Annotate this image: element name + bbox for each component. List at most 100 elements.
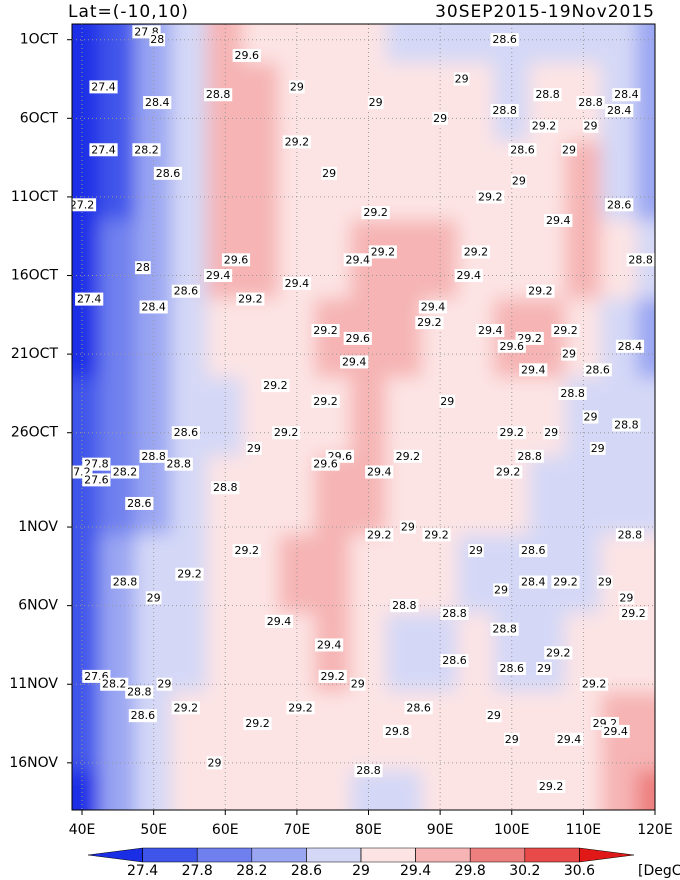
heatmap-cell [385,220,423,300]
colorbar-swatch [415,847,471,863]
colorbar-label: 29 [352,863,370,879]
contour-label-box [400,520,416,534]
contour-label-box [476,324,505,338]
contour-label-box [343,253,372,267]
contour-label: 29.2 [320,670,345,683]
contour-label: 29.8 [385,725,410,738]
heatmap-cell [564,220,602,300]
colorbar-swatch [469,847,526,863]
contour-label: 28.2 [113,466,138,479]
colorbar-swatch [251,847,307,863]
contour-label: 29.2 [238,293,263,306]
contour-label: 29.4 [367,466,392,479]
contour-label-box [343,331,372,345]
contour-label-box [128,709,158,723]
heatmap-cell [314,770,352,810]
contour-label: 28.8 [356,764,381,777]
contour-label-box [311,394,340,408]
heatmap-cell [457,770,495,810]
heatmap-cell [171,298,208,379]
heatmap-cell [421,24,459,64]
contour-label: 27.4 [91,80,116,93]
contour-label: 29 [562,143,576,156]
contour-label-box [132,143,161,157]
contour-label-box [493,583,509,597]
heatmap-cell [385,298,423,379]
heatmap-cell [171,770,208,810]
contour-label: 29.2 [582,678,607,691]
contour-label-box [561,143,577,157]
contour-label-box [551,575,580,589]
contour-label: 29 [537,662,551,675]
contour-label-box [272,426,301,440]
y-tick-label: 16OCT [11,268,59,284]
heatmap-cell [278,141,316,221]
contour-label-box [110,575,140,589]
contour-label-box [536,662,552,676]
contour-label: 29.6 [313,458,338,471]
x-tick-label: 110E [566,822,602,838]
contour-label-box [171,284,200,298]
contour-label-box [149,33,166,47]
contour-label-box [340,355,369,369]
contour-label: 29 [351,678,365,691]
contour-label-box [135,261,151,275]
contour-label-box [537,779,566,793]
contour-label: 29 [469,544,483,557]
heatmap-cell [99,691,137,772]
contour-label: 29.4 [206,269,231,282]
heatmap-cell [72,298,101,379]
colorbar-label: 28.2 [236,863,267,879]
contour-label-box [89,143,118,157]
contour-label-box [582,119,599,133]
heatmap-cell [350,691,387,772]
contour-label-box [508,143,537,157]
colorbar-label: 28.6 [291,863,322,879]
heatmap-cell [493,62,531,143]
contour-label: 29.4 [546,214,571,227]
contour-label: 29.2 [274,426,299,439]
heatmap-cell [636,691,655,772]
contour-label-box [311,457,340,471]
contour-label: 29.4 [457,269,482,282]
colorbar-label: 27.4 [127,863,158,879]
heatmap-cell [72,691,101,772]
contour-label: 28.8 [628,253,653,266]
contour-label-box [619,607,648,620]
contour-label-box [164,457,193,471]
contour-label: 29.2 [464,245,489,258]
contour-label: 28.8 [442,607,467,620]
contour-label: 29.2 [363,206,388,219]
heatmap-cell [385,62,423,143]
contour-label-box [89,80,118,94]
contour-label: 29 [562,348,576,361]
heatmap-cell [242,62,280,143]
contour-label: 29 [544,426,558,439]
contour-label-box [605,103,634,117]
contour-label: 28.4 [607,104,632,117]
contour-label: 29 [440,395,454,408]
contour-label-box [143,96,172,110]
contour-label: 29.2 [496,466,521,479]
contour-label-box [367,96,384,110]
heatmap-cell [636,141,655,221]
contour-label-box [125,685,154,699]
contour-label: 29.2 [285,135,310,148]
contour-label: 28.8 [213,481,238,494]
contour-label-box [145,591,162,605]
contour-label: 28.8 [492,104,517,117]
contour-label: 29.4 [342,355,367,368]
contour-label-box [286,701,315,715]
heatmap-cell [278,62,316,143]
heatmap-cell [171,62,208,143]
contour-label: 29 [584,120,598,133]
contour-label: 29.2 [313,324,338,337]
contour-label-box [615,528,645,542]
contour-label: 29 [598,576,612,589]
contour-label: 28.8 [492,623,517,636]
contour-label: 29 [247,442,261,455]
contour-label-box [511,174,527,188]
y-tick-label: 21OCT [11,346,59,362]
colorbar-swatch [87,847,143,863]
contour-label-box [454,269,483,283]
